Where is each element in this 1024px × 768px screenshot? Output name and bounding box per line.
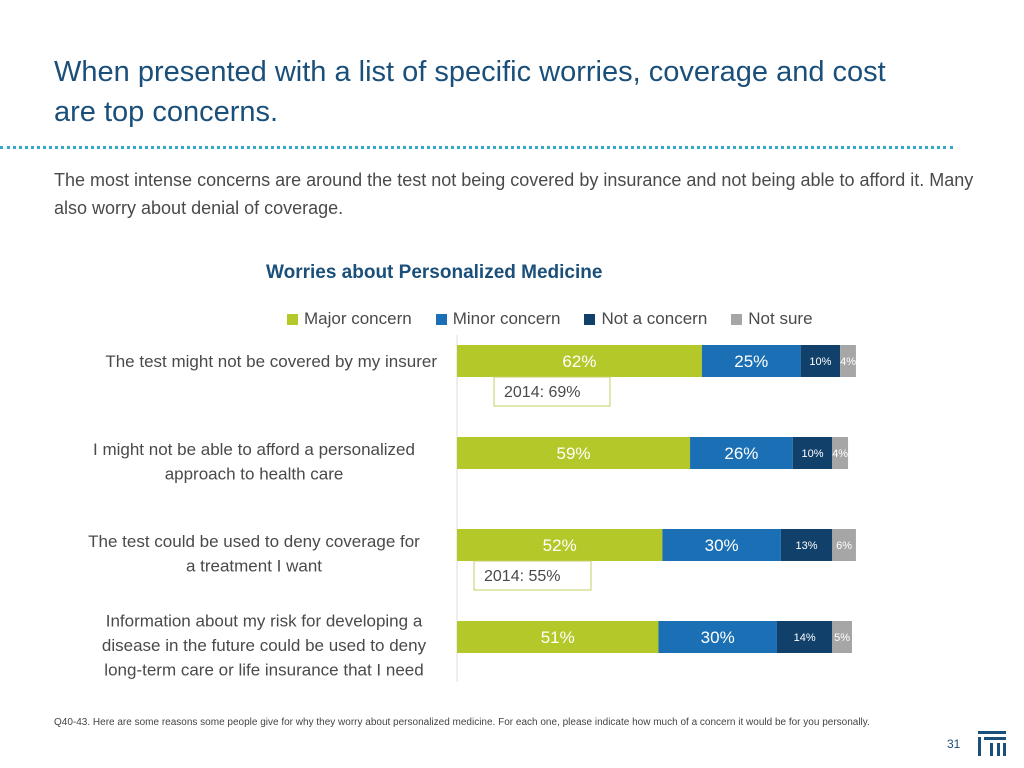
- legend-label-minor: Minor concern: [452, 309, 561, 328]
- value-label-not-concern-risk-info: 14%: [794, 632, 816, 644]
- bar-minor-risk-info: [658, 621, 777, 653]
- legend-item-not-sure: Not sure: [731, 309, 813, 329]
- bar-major-risk-info: [457, 621, 659, 653]
- value-label-not-sure-afford: 4%: [832, 448, 848, 460]
- value-label-major-risk-info: 51%: [541, 628, 575, 647]
- value-label-not-concern-insurer: 10%: [809, 356, 831, 368]
- legend-label-major: Major concern: [304, 309, 412, 328]
- bar-major-afford: [457, 437, 691, 469]
- category-label-insurer: The test might not be covered by my insu…: [105, 352, 437, 371]
- bar-not-sure-afford: [832, 437, 849, 469]
- legend-swatch-not-sure: [731, 313, 743, 325]
- legend-swatch-not-concern: [584, 313, 596, 325]
- legend-label-not-concern: Not a concern: [601, 309, 708, 328]
- bar-minor-insurer: [701, 345, 801, 377]
- page-number: 31: [947, 737, 961, 751]
- value-label-not-sure-deny-coverage: 6%: [836, 540, 852, 552]
- annotation-text-deny-coverage: 2014: 55%: [484, 568, 561, 585]
- page-subtitle: The most intense concerns are around the…: [54, 170, 974, 218]
- bar-not-concern-insurer: [800, 345, 841, 377]
- bar-major-insurer: [457, 345, 702, 377]
- dotted-divider: [0, 146, 953, 149]
- value-label-minor-insurer: 25%: [734, 352, 768, 371]
- value-label-not-sure-insurer: 4%: [840, 356, 856, 368]
- value-label-major-insurer: 62%: [562, 352, 596, 371]
- footnote: Q40-43. Here are some reasons some peopl…: [54, 717, 870, 728]
- bar-not-concern-risk-info: [776, 621, 833, 653]
- bar-not-concern-afford: [792, 437, 833, 469]
- value-label-not-concern-deny-coverage: 13%: [796, 540, 818, 552]
- legend-swatch-minor: [435, 313, 447, 325]
- value-label-minor-deny-coverage: 30%: [705, 536, 739, 555]
- chart-title: Worries about Personalized Medicine: [266, 262, 603, 283]
- category-label-afford: I might not be able to afford a personal…: [93, 440, 415, 484]
- chart-legend: Major concern Minor concern Not a concer…: [287, 309, 837, 329]
- bar-not-sure-risk-info: [832, 621, 852, 653]
- value-label-major-afford: 59%: [557, 444, 591, 463]
- legend-label-not-sure: Not sure: [748, 309, 813, 328]
- bar-not-sure-insurer: [840, 345, 856, 377]
- value-label-minor-risk-info: 30%: [701, 628, 735, 647]
- bar-major-deny-coverage: [457, 529, 663, 561]
- annotation-text-insurer: 2014: 69%: [504, 384, 581, 401]
- page-title: When presented with a list of specific w…: [54, 56, 886, 128]
- annotation-box-deny-coverage: [473, 560, 592, 591]
- company-logo-icon: [978, 731, 1006, 756]
- legend-swatch-major: [287, 313, 298, 325]
- value-label-not-concern-afford: 10%: [801, 448, 823, 460]
- value-label-major-deny-coverage: 52%: [543, 536, 577, 555]
- category-label-risk-info: Information about my risk for developing…: [102, 612, 427, 680]
- legend-item-minor: Minor concern: [435, 309, 561, 329]
- value-label-not-sure-risk-info: 5%: [834, 632, 850, 644]
- legend-item-major: Major concern: [287, 309, 412, 329]
- category-label-deny-coverage: The test could be used to deny coverage …: [88, 532, 420, 576]
- value-label-minor-afford: 26%: [724, 444, 758, 463]
- annotation-box-insurer: [493, 376, 611, 407]
- bar-minor-afford: [690, 437, 793, 469]
- bar-not-sure-deny-coverage: [832, 529, 856, 561]
- bar-minor-deny-coverage: [662, 529, 781, 561]
- legend-item-not-concern: Not a concern: [584, 309, 707, 329]
- bar-not-concern-deny-coverage: [780, 529, 833, 561]
